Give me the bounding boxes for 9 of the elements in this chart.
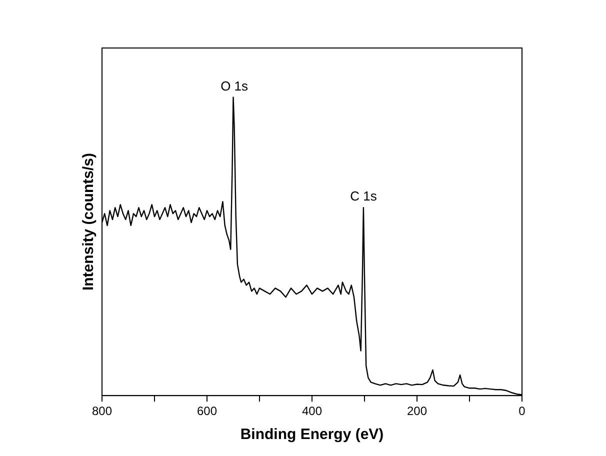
- x-tick-label: 0: [518, 404, 526, 418]
- y-axis-title: Intensity (counts/s): [80, 153, 98, 291]
- x-tick-label: 600: [196, 404, 218, 418]
- x-tick-label: 400: [302, 404, 322, 418]
- x-axis-title: Binding Energy (eV): [240, 426, 384, 444]
- x-tick-label: 800: [92, 404, 112, 418]
- annotation: O 1s: [220, 78, 249, 94]
- annotation: C 1s: [350, 188, 378, 204]
- x-tick-label: 200: [406, 404, 428, 418]
